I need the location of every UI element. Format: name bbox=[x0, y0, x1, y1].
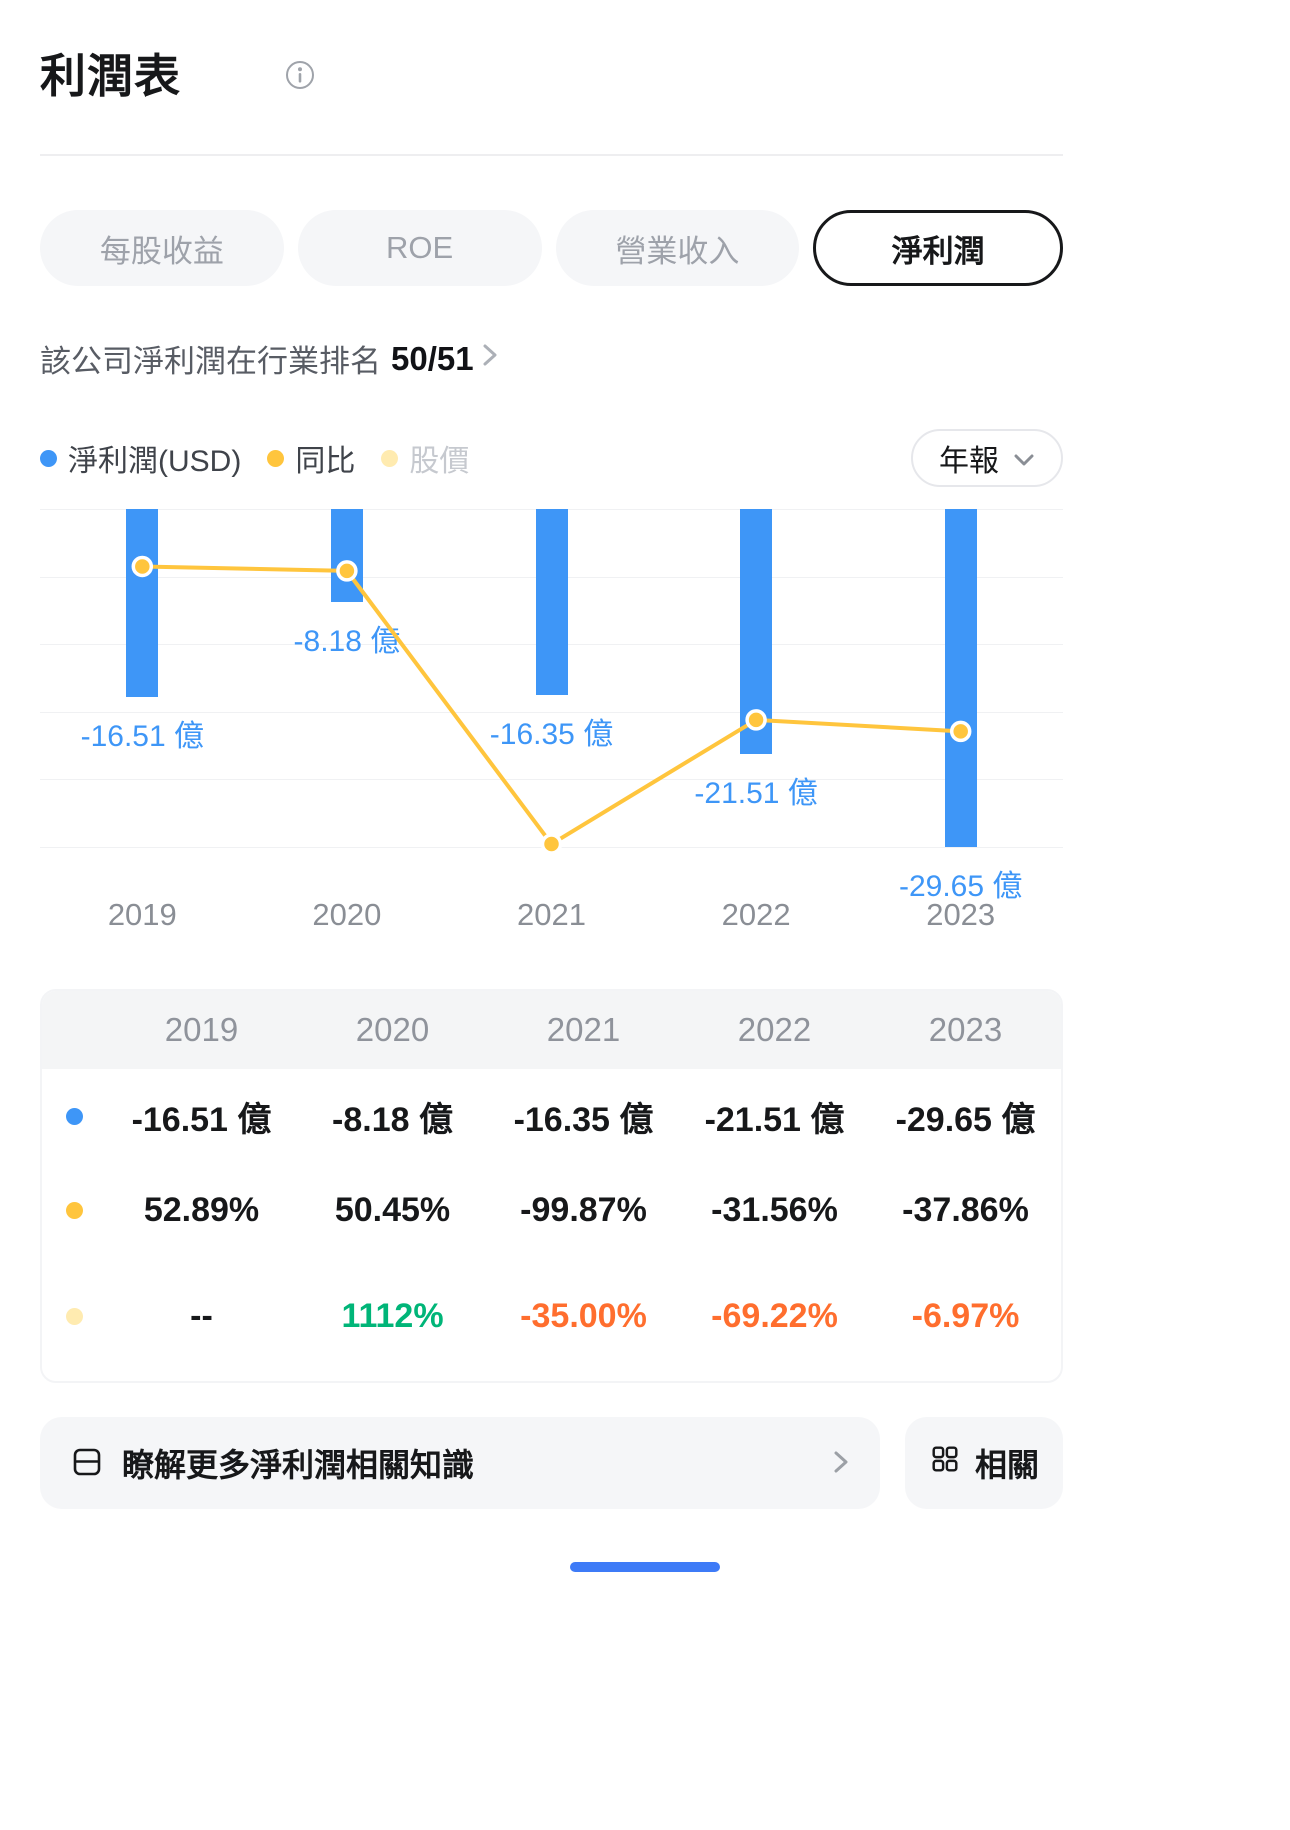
bar-value-label: -8.18 億 bbox=[293, 625, 401, 659]
learn-more-label: 瞭解更多淨利潤相關知識 bbox=[122, 1447, 475, 1483]
yoy-line bbox=[131, 555, 972, 855]
industry-ranking-link[interactable]: 該公司淨利潤在行業排名 50/51 bbox=[40, 336, 1063, 381]
legend-row: 淨利潤(USD) 同比 股價 年報 bbox=[40, 429, 1063, 487]
yoy-point[interactable] bbox=[949, 720, 972, 743]
table-cell: -16.35 億 bbox=[513, 1100, 654, 1139]
table-header-cell: 2020 bbox=[355, 1011, 430, 1048]
legend-item[interactable]: 股價 bbox=[381, 436, 469, 480]
data-table: 2019 2020 2021 2022 2023 -16.51 億 -8.18 億 -16.3… bbox=[40, 989, 1063, 1383]
table-row: -- 1112% -35.00% -69.22% -6.97% bbox=[42, 1257, 1061, 1375]
table-header-row: 2019 2020 2021 2022 2023 bbox=[42, 991, 1061, 1069]
table-cell: -35.00% bbox=[520, 1296, 647, 1335]
table-row: 52.89% 50.45% -99.87% -31.56% -37.86% bbox=[42, 1163, 1061, 1257]
table-cell: -16.51 億 bbox=[131, 1100, 272, 1139]
yoy-point[interactable] bbox=[745, 709, 767, 731]
x-axis-label: 2023 bbox=[926, 897, 996, 932]
legend-dot bbox=[381, 449, 399, 467]
bar-2023[interactable] bbox=[944, 509, 977, 847]
row-dot-cell bbox=[42, 1307, 106, 1325]
legend-dot bbox=[40, 449, 57, 467]
table-cell: -8.18 億 bbox=[332, 1100, 453, 1139]
chevron-right-icon bbox=[832, 1447, 850, 1480]
table-header-cell: 2021 bbox=[546, 1011, 621, 1048]
home-indicator bbox=[570, 1562, 720, 1572]
table-cell: -69.22% bbox=[711, 1296, 838, 1335]
row-series-dot bbox=[65, 1201, 83, 1219]
x-axis-label: 2022 bbox=[721, 897, 791, 932]
table-cell: -6.97% bbox=[911, 1296, 1020, 1335]
gridline bbox=[40, 711, 1063, 713]
metric-tab[interactable]: 營業收入 bbox=[555, 210, 800, 286]
divider bbox=[40, 154, 1063, 156]
table-cell: 52.89% bbox=[143, 1190, 260, 1229]
table-header-cell: 2019 bbox=[164, 1011, 239, 1048]
table-cell: -21.51 億 bbox=[704, 1100, 845, 1139]
book-icon bbox=[70, 1445, 104, 1482]
bar-value-label: -29.65 億 bbox=[898, 870, 1023, 903]
related-button[interactable]: 相關 bbox=[905, 1417, 1063, 1509]
yoy-point[interactable] bbox=[336, 560, 358, 582]
legend-label: 股價 bbox=[409, 445, 470, 478]
table-header-cell: 2023 bbox=[928, 1011, 1003, 1048]
page-title: 利潤表 bbox=[40, 50, 181, 102]
legend-item[interactable]: 淨利潤(USD) bbox=[40, 436, 241, 480]
related-label: 相關 bbox=[974, 1447, 1039, 1483]
metric-tabs: 每股收益 ROE 營業收入 淨利潤 bbox=[40, 210, 1063, 286]
table-cell: -- bbox=[190, 1296, 213, 1335]
yoy-line-path bbox=[140, 564, 963, 847]
chart-legend: 淨利潤(USD) 同比 股價 bbox=[40, 436, 469, 480]
header: 利潤表 bbox=[40, 0, 1063, 108]
row-series-dot bbox=[65, 1307, 83, 1325]
profit-chart: -16.51 億 -8.18 億 -16.35 億 -21.51 億 -29.65 億 bbox=[40, 509, 1063, 903]
table-cell: 50.45% bbox=[334, 1190, 451, 1229]
x-axis-label: 2021 bbox=[517, 897, 586, 932]
period-selector[interactable]: 年報 bbox=[911, 429, 1063, 487]
ranking-value: 50/51 bbox=[391, 339, 474, 377]
bar-value-label: -16.51 億 bbox=[80, 720, 204, 754]
row-series-dot bbox=[65, 1107, 83, 1125]
yoy-point[interactable] bbox=[131, 555, 154, 578]
x-axis-label: 2020 bbox=[312, 897, 382, 932]
yoy-point[interactable] bbox=[540, 833, 563, 855]
legend-label: 淨利潤(USD) bbox=[68, 445, 242, 478]
bar-value-label: -21.51 億 bbox=[694, 777, 818, 811]
table-cell: -31.56% bbox=[711, 1190, 838, 1229]
table-cell: 1112% bbox=[341, 1296, 444, 1335]
row-dot-cell bbox=[42, 1201, 106, 1219]
legend-item[interactable]: 同比 bbox=[267, 436, 355, 480]
content-column: 利潤表 每股收益 ROE 營業收入 淨利潤 該公司淨利潤在行業排名 50/51 bbox=[40, 0, 1063, 1509]
bar-value-label: -16.35 億 bbox=[489, 718, 614, 752]
chevron-down-icon bbox=[1013, 441, 1035, 475]
row-dot-cell bbox=[42, 1107, 106, 1125]
legend-label: 同比 bbox=[295, 445, 356, 478]
bottom-actions: 瞭解更多淨利潤相關知識 相關 bbox=[40, 1417, 1063, 1509]
ranking-text: 該公司淨利潤在行業排名 bbox=[40, 344, 381, 379]
x-axis-label: 2019 bbox=[107, 897, 177, 932]
table-header-cell: 2022 bbox=[737, 1011, 812, 1048]
table-cell: -29.65 億 bbox=[895, 1100, 1036, 1139]
metric-tab[interactable]: 每股收益 bbox=[40, 210, 284, 286]
bar-2019[interactable] bbox=[126, 509, 159, 698]
chevron-right-icon bbox=[474, 339, 500, 379]
x-axis-labels: 2019 2020 2021 2022 2023 bbox=[40, 897, 1063, 935]
info-button[interactable] bbox=[285, 60, 315, 93]
learn-more-button[interactable]: 瞭解更多淨利潤相關知識 bbox=[40, 1417, 880, 1509]
info-icon bbox=[285, 60, 315, 93]
metric-tab[interactable]: ROE bbox=[297, 210, 542, 286]
gridline bbox=[40, 779, 1063, 781]
grid-icon bbox=[929, 1443, 961, 1483]
metric-tab[interactable]: 淨利潤 bbox=[813, 210, 1063, 286]
period-selector-label: 年報 bbox=[939, 445, 999, 478]
table-row: -16.51 億 -8.18 億 -16.35 億 -21.51 億 -29.65 億 bbox=[42, 1069, 1061, 1163]
table-cell: -37.86% bbox=[902, 1190, 1029, 1229]
legend-dot bbox=[267, 449, 285, 467]
table-cell: -99.87% bbox=[520, 1190, 647, 1229]
bar-2021[interactable] bbox=[535, 509, 568, 696]
